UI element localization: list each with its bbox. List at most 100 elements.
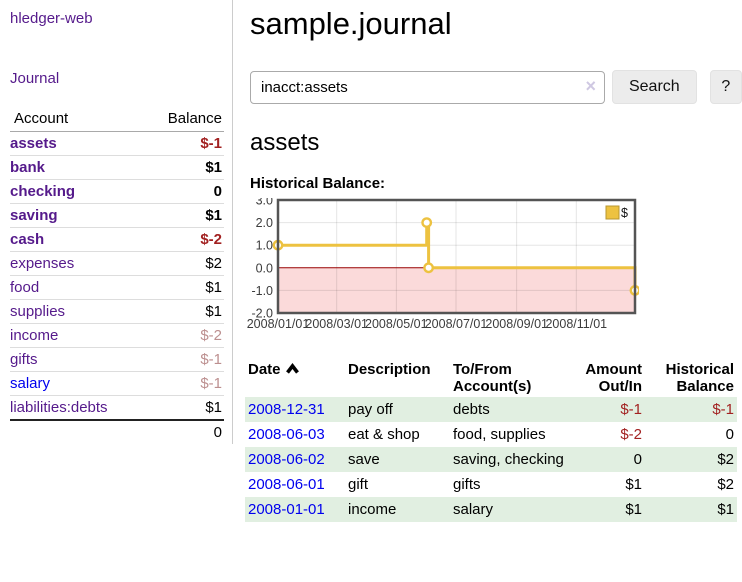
transaction-accounts: saving, checking bbox=[453, 451, 564, 468]
transaction-amount: $-2 bbox=[620, 426, 642, 443]
svg-text:1.0: 1.0 bbox=[256, 239, 273, 253]
transaction-amount: $1 bbox=[625, 476, 642, 493]
account-balance: $-2 bbox=[200, 231, 222, 248]
transaction-date-link[interactable]: 2008-06-02 bbox=[248, 451, 325, 468]
svg-text:2008/01/01: 2008/01/01 bbox=[247, 317, 310, 331]
transaction-balance: 0 bbox=[725, 426, 734, 443]
svg-text:$: $ bbox=[621, 206, 628, 220]
transaction-row[interactable]: 2008-01-01 income salary $1 $1 bbox=[245, 497, 737, 522]
account-link-checking[interactable]: checking bbox=[10, 183, 76, 200]
search-bar: × Search ? bbox=[250, 70, 742, 104]
sidebar: hledger-web Journal Account Balance asse… bbox=[0, 0, 233, 444]
svg-text:3.0: 3.0 bbox=[256, 198, 273, 208]
account-link-saving[interactable]: saving bbox=[10, 207, 58, 224]
svg-text:2008/11/01: 2008/11/01 bbox=[545, 317, 607, 331]
brand-link[interactable]: hledger-web bbox=[10, 10, 93, 27]
account-row: assets $-1 bbox=[10, 132, 224, 156]
transaction-balance: $2 bbox=[717, 476, 734, 493]
transaction-balance: $2 bbox=[717, 451, 734, 468]
clear-search-icon[interactable]: × bbox=[585, 75, 596, 96]
account-link-liabilities-debts[interactable]: liabilities:debts bbox=[10, 399, 108, 416]
transaction-accounts: debts bbox=[453, 401, 490, 418]
account-row: gifts $-1 bbox=[10, 347, 224, 372]
svg-text:2008/07/01: 2008/07/01 bbox=[425, 317, 488, 331]
transaction-balance: $1 bbox=[717, 501, 734, 518]
account-balance: $-2 bbox=[200, 327, 222, 344]
account-row: supplies $1 bbox=[10, 299, 224, 324]
register-column-header: Date bbox=[245, 359, 345, 397]
register-column-header: Amount Out/In bbox=[585, 361, 642, 395]
transaction-amount: $-1 bbox=[620, 401, 642, 418]
account-link-assets[interactable]: assets bbox=[10, 135, 57, 152]
register-table: Date Description To/From Account(s) Amount … bbox=[245, 359, 737, 522]
transaction-description: gift bbox=[348, 476, 369, 493]
account-rows: assets $-1 bank $1 checking 0 saving $1 cash $-2 e… bbox=[10, 132, 224, 445]
transaction-date-link[interactable]: 2008-06-01 bbox=[248, 476, 325, 493]
transaction-row[interactable]: 2008-06-01 gift gifts $1 $2 bbox=[245, 472, 737, 497]
account-row: saving $1 bbox=[10, 203, 224, 228]
account-balance: $1 bbox=[205, 159, 222, 176]
account-row: checking 0 bbox=[10, 179, 224, 204]
account-link-gifts[interactable]: gifts bbox=[10, 351, 38, 368]
svg-text:-2.0: -2.0 bbox=[251, 307, 273, 321]
register-account-heading: assets bbox=[250, 129, 320, 156]
search-input[interactable] bbox=[250, 70, 605, 104]
transaction-row[interactable]: 2008-06-03 eat & shop food, supplies $-2 0 bbox=[245, 422, 737, 447]
transaction-description: eat & shop bbox=[348, 426, 420, 443]
account-link-cash[interactable]: cash bbox=[10, 231, 45, 248]
register-column-header: Historical Balance bbox=[665, 361, 734, 395]
balance-column-header: Balance bbox=[167, 110, 222, 127]
svg-text:-1.0: -1.0 bbox=[251, 284, 273, 298]
register-table-header: Date Description To/From Account(s) Amount … bbox=[245, 359, 737, 397]
transaction-accounts: food, supplies bbox=[453, 426, 546, 443]
account-link-salary[interactable]: salary bbox=[10, 375, 51, 392]
account-link-expenses[interactable]: expenses bbox=[10, 255, 75, 272]
svg-text:0.0: 0.0 bbox=[256, 261, 273, 275]
register-column-header: Description bbox=[348, 361, 431, 378]
account-balance: $-1 bbox=[200, 135, 222, 152]
account-link-supplies[interactable]: supplies bbox=[10, 303, 66, 320]
page-title: sample.journal bbox=[250, 6, 452, 41]
transaction-row[interactable]: 2008-12-31 pay off debts $-1 $-1 bbox=[245, 397, 737, 422]
help-button[interactable]: ? bbox=[709, 70, 742, 104]
account-link-food[interactable]: food bbox=[10, 279, 40, 296]
transaction-description: income bbox=[348, 501, 397, 518]
account-balance: $1 bbox=[205, 207, 222, 224]
svg-text:2008/03/01: 2008/03/01 bbox=[305, 317, 368, 331]
account-link-bank[interactable]: bank bbox=[10, 159, 46, 176]
svg-text:2008/05/01: 2008/05/01 bbox=[365, 317, 428, 331]
transaction-date-link[interactable]: 2008-06-03 bbox=[248, 426, 325, 443]
svg-text:2.0: 2.0 bbox=[256, 216, 273, 230]
register-column-header: To/From Account(s) bbox=[453, 361, 532, 395]
chart-title: Historical Balance: bbox=[250, 175, 386, 192]
historical-balance-chart: $3.0 2.0 1.0 0.0 -1.0 -2.0 2008/01/01 2008/03/0… bbox=[245, 194, 742, 339]
account-row: bank $1 bbox=[10, 155, 224, 180]
account-row: salary $-1 bbox=[10, 371, 224, 396]
transaction-row[interactable]: 2008-06-02 save saving, checking 0 $2 bbox=[245, 447, 737, 472]
sidebar-item-journal[interactable]: Journal bbox=[10, 70, 60, 87]
account-table-header: Account Balance bbox=[10, 107, 224, 132]
search-button[interactable]: Search bbox=[611, 70, 697, 104]
transaction-date-link[interactable]: 2008-01-01 bbox=[248, 501, 325, 518]
transaction-accounts: gifts bbox=[453, 476, 481, 493]
account-total-row: 0 bbox=[10, 420, 224, 444]
transaction-date-link[interactable]: 2008-12-31 bbox=[248, 401, 325, 418]
account-row: expenses $2 bbox=[10, 251, 224, 276]
account-total: 0 bbox=[213, 424, 222, 441]
account-link-income[interactable]: income bbox=[10, 327, 59, 344]
account-balance: $1 bbox=[205, 399, 222, 416]
transaction-amount: $1 bbox=[625, 501, 642, 518]
transaction-accounts: salary bbox=[453, 501, 494, 518]
transaction-amount: 0 bbox=[633, 451, 642, 468]
account-balance: $-1 bbox=[200, 375, 222, 392]
transaction-description: save bbox=[348, 451, 380, 468]
sort-ascending-chevron-icon bbox=[285, 363, 299, 374]
transaction-description: pay off bbox=[348, 401, 393, 418]
account-balance: $2 bbox=[205, 255, 222, 272]
account-balance: $1 bbox=[205, 279, 222, 296]
account-balance: $-1 bbox=[200, 351, 222, 368]
account-column-header: Account bbox=[14, 110, 69, 127]
account-balance: $1 bbox=[205, 303, 222, 320]
transaction-balance: $-1 bbox=[712, 401, 734, 418]
main-content: sample.journal × Search ? assets Histori… bbox=[245, 0, 742, 522]
